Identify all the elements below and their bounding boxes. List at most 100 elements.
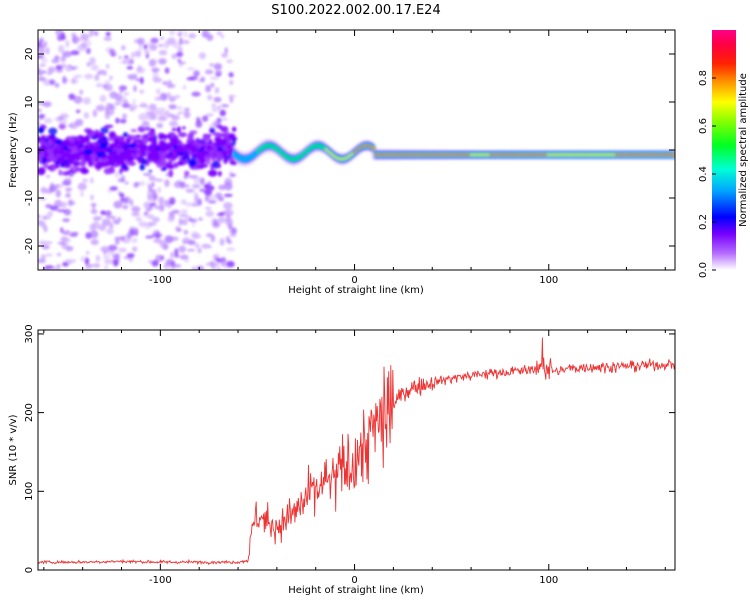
spectrogram-blob [139,89,145,94]
spectrogram-blob [189,130,198,135]
spectrogram-blob [86,47,91,55]
spectrogram-blob [183,107,190,112]
spectrogram-blob [149,108,160,116]
spectrogram-blob [185,202,193,207]
spectrogram-blob [50,163,57,172]
spectrogram-blob [104,124,114,129]
snr-ticks: -100 0 100 0 100 200 300 [24,324,675,586]
spectrogram-xtick-label: 0 [351,275,357,286]
spectrogram-blob [204,206,212,211]
spectrogram-blob [217,164,222,168]
spectrogram-blob [199,163,209,168]
spectrogram-blob [99,161,109,168]
spectrogram-blob [204,188,213,196]
spectrogram-blob [134,50,142,58]
spectrogram-blob [186,248,196,252]
spectrogram-blob [54,116,63,122]
spectrogram-blob [209,63,215,68]
spectrogram-blob [199,177,205,186]
spectrogram-blob [100,210,106,216]
spectrogram-blob [70,50,80,56]
chart-title: S100.2022.002.00.17.E24 [271,3,440,18]
spectrogram-blob [145,53,150,59]
spectrogram-blob [137,139,143,143]
spectrogram-blob [223,202,233,210]
spectrogram-blob [98,140,107,143]
spectrogram-blob [97,216,104,220]
spectrogram-blob [177,111,181,115]
spectrogram-blob [198,217,203,221]
spectrogram-blob [42,78,52,86]
spectrogram-blob [179,146,187,153]
spectrogram-blob [79,160,86,167]
spectrogram-blob [173,147,180,155]
spectrogram-blob [170,132,175,138]
spectrogram-blob [124,181,129,185]
spectrogram-blob [196,265,205,270]
spectrogram-blob [213,120,220,127]
spectrogram-blob [38,258,47,264]
spectrogram-blob [228,72,234,78]
spectrogram-blob [123,92,130,96]
spectrogram-blob [45,253,54,257]
spectrogram-blob [123,99,129,105]
spectrogram-blob [205,113,214,117]
spectrogram-blob [157,110,167,118]
spectrogram-blob [142,151,147,157]
spectrogram-blob [143,201,151,209]
spectrogram-blob [54,183,60,189]
spectrogram-blob [219,238,225,246]
snr-ytick-label: 300 [24,324,35,343]
spectrogram-blob [72,259,77,263]
spectrogram-blob [95,83,104,88]
spectrogram-blob [166,37,176,46]
spectrogram-blob [182,240,189,245]
spectrogram-blob [186,77,196,81]
spectrogram-blob [95,104,106,112]
spectrogram-blob [135,67,146,74]
spectrogram-blob [178,213,189,218]
spectrogram-blob [169,200,174,205]
spectrogram-blob [226,59,234,64]
spectrogram-blob [162,81,168,86]
spectrogram-blob [104,264,109,270]
spectrogram-blob [173,162,178,168]
spectrogram-blob [89,57,96,65]
spectrogram-blob [135,78,140,82]
spectrogram-blob [187,217,193,222]
spectrogram-blob [97,148,108,152]
spectrogram-blob [182,126,186,130]
spectrogram-blob [183,175,188,179]
spectrogram-blob [100,126,109,134]
spectrogram-blob [223,157,228,165]
spectrogram-blob [119,118,127,124]
spectrogram-blob [38,240,48,245]
spectrogram-blob [84,73,94,80]
spectrogram-blob [208,148,214,155]
spectrogram-blob [67,124,74,128]
spectrogram-blob [109,91,118,99]
snr-ylabel: SNR (10 * v/v) [8,414,19,485]
spectrogram-blob [82,97,91,105]
spectrogram-blob [123,145,127,151]
spectrogram-blob [118,95,127,100]
spectrogram-blob [122,167,129,172]
spectrogram-blob [58,169,63,176]
spectrogram-blob [71,32,77,39]
spectrogram-blob [38,108,42,113]
spectrogram-blob [49,136,59,142]
spectrogram-blob [94,74,100,81]
spectrogram-blob [120,164,128,168]
spectrogram-blob [105,107,109,114]
spectrogram-blob [73,146,78,154]
spectrogram-blob [150,188,157,194]
spectrogram-blob [130,129,138,132]
spectrogram-blob [226,144,231,149]
spectrogram-blob [50,154,56,162]
spectrogram-ytick-label: 10 [24,96,35,109]
spectrogram-blob [88,30,95,36]
spectrogram-blob [184,170,190,177]
spectrogram-blob [41,157,46,165]
spectrogram-blob [117,247,127,253]
spectrogram-blob [63,208,72,216]
